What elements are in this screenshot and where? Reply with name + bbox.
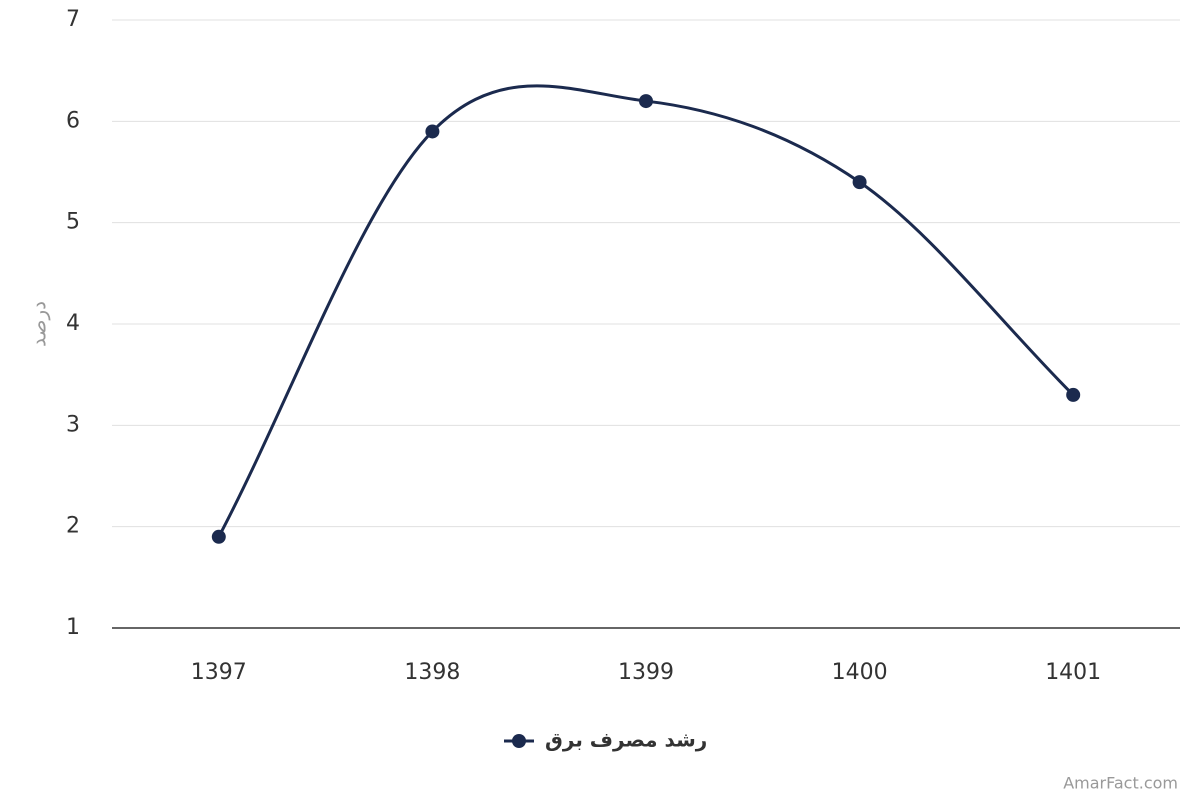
data-point bbox=[425, 124, 440, 139]
y-tick-label: 4 bbox=[66, 311, 80, 336]
y-tick-label: 3 bbox=[66, 412, 80, 437]
x-tick-label: 1399 bbox=[618, 660, 674, 685]
credit: AmarFact.com bbox=[1063, 774, 1178, 793]
x-tick-label: 1400 bbox=[832, 660, 888, 685]
x-tick-label: 1401 bbox=[1045, 660, 1101, 685]
y-tick-label: 1 bbox=[66, 615, 80, 640]
y-axis-title: درصد bbox=[27, 301, 51, 347]
series-line bbox=[217, 84, 1075, 538]
y-tick-label: 5 bbox=[66, 210, 80, 235]
legend-label: رشد مصرف برق bbox=[545, 728, 707, 752]
y-tick-label: 2 bbox=[66, 514, 80, 539]
data-point bbox=[852, 175, 867, 190]
x-tick-label: 1398 bbox=[404, 660, 460, 685]
data-point bbox=[639, 94, 653, 109]
x-tick-label: 1397 bbox=[191, 660, 247, 685]
y-tick-label: 7 bbox=[66, 7, 80, 32]
legend-marker bbox=[512, 734, 526, 748]
y-tick-label: 6 bbox=[66, 108, 80, 133]
data-point bbox=[211, 529, 226, 544]
data-point bbox=[1066, 387, 1081, 402]
